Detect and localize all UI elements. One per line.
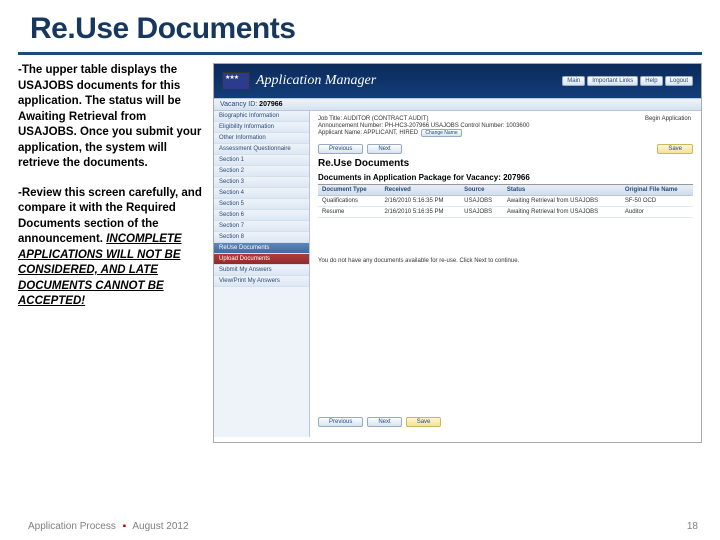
main-area: Job Title: AUDITOR (CONTRACT AUDIT) Begi… bbox=[310, 111, 701, 437]
content-row: -The upper table displays the USAJOBS do… bbox=[0, 63, 720, 443]
nav-section-5[interactable]: Section 5 bbox=[214, 199, 309, 210]
table-row: Resume 2/16/2010 5:16:35 PM USAJOBS Awai… bbox=[318, 207, 693, 218]
pager-bottom: Previous Next Save bbox=[318, 417, 441, 427]
previous-button[interactable]: Previous bbox=[318, 144, 363, 154]
change-name-button[interactable]: Change Name bbox=[421, 129, 461, 137]
applicant-line: Applicant Name: APPLICANT, HIRED Change … bbox=[318, 130, 693, 136]
nav-section-4[interactable]: Section 4 bbox=[214, 188, 309, 199]
save-button[interactable]: Save bbox=[657, 144, 693, 154]
nav-view-print[interactable]: View/Print My Answers bbox=[214, 276, 309, 287]
para-1: -The upper table displays the USAJOBS do… bbox=[18, 63, 203, 172]
th-status: Status bbox=[503, 185, 621, 196]
previous-button-bottom[interactable]: Previous bbox=[318, 417, 363, 427]
slide-title: Re.Use Documents bbox=[0, 0, 720, 52]
cell-status: Awaiting Retrieval from USAJOBS bbox=[503, 207, 621, 218]
docs-heading: Documents in Application Package for Vac… bbox=[318, 173, 693, 182]
app-banner: Application Manager Main Important Links… bbox=[214, 64, 701, 98]
vacancy-bar: Vacancy ID: 207966 bbox=[214, 98, 701, 111]
cell-doctype: Qualifications bbox=[318, 196, 380, 207]
next-button[interactable]: Next bbox=[367, 144, 401, 154]
help-button[interactable]: Help bbox=[640, 76, 662, 86]
application-manager-screenshot: Application Manager Main Important Links… bbox=[213, 63, 702, 443]
nav-section-1[interactable]: Section 1 bbox=[214, 155, 309, 166]
th-filename: Original File Name bbox=[621, 185, 693, 196]
nav-section-3[interactable]: Section 3 bbox=[214, 177, 309, 188]
footer-date: August 2012 bbox=[132, 521, 188, 532]
left-text-column: -The upper table displays the USAJOBS do… bbox=[18, 63, 213, 443]
vacancy-label: Vacancy ID: bbox=[220, 101, 257, 108]
th-doc-type: Document Type bbox=[318, 185, 380, 196]
cell-source: USAJOBS bbox=[460, 207, 503, 218]
vacancy-id: 207966 bbox=[259, 101, 282, 108]
nav-submit-answers[interactable]: Submit My Answers bbox=[214, 265, 309, 276]
applicant-name: Applicant Name: APPLICANT, HIRED bbox=[318, 130, 418, 136]
documents-table: Document Type Received Source Status Ori… bbox=[318, 185, 693, 218]
announcement-line: Announcement Number: PH-HC3-207966 USAJO… bbox=[318, 123, 693, 129]
main-button[interactable]: Main bbox=[562, 76, 585, 86]
footer-process: Application Process bbox=[28, 521, 116, 532]
logout-button[interactable]: Logout bbox=[665, 76, 693, 86]
th-received: Received bbox=[380, 185, 460, 196]
job-title-line: Job Title: AUDITOR (CONTRACT AUDIT) bbox=[318, 116, 693, 122]
nav-eligibility[interactable]: Eligibility Information bbox=[214, 122, 309, 133]
save-button-bottom[interactable]: Save bbox=[406, 417, 442, 427]
page-number: 18 bbox=[687, 521, 698, 532]
nav-reuse-documents[interactable]: ReUse Documents bbox=[214, 243, 309, 254]
cell-doctype: Resume bbox=[318, 207, 380, 218]
cell-received: 2/16/2010 5:16:35 PM bbox=[380, 207, 460, 218]
nav-other[interactable]: Other Information bbox=[214, 133, 309, 144]
side-nav: Biographic Information Eligibility Infor… bbox=[214, 111, 310, 437]
footer-separator-icon: ▪ bbox=[123, 521, 127, 532]
nav-section-6[interactable]: Section 6 bbox=[214, 210, 309, 221]
nav-biographic[interactable]: Biographic Information bbox=[214, 111, 309, 122]
pager-top: Previous Next Save bbox=[318, 144, 693, 154]
title-underline bbox=[18, 52, 702, 55]
banner-buttons: Main Important Links Help Logout bbox=[562, 76, 693, 86]
cell-filename: Auditor bbox=[621, 207, 693, 218]
app-title: Application Manager bbox=[256, 73, 562, 89]
nav-upload-documents[interactable]: Upload Documents bbox=[214, 254, 309, 265]
app-body: Biographic Information Eligibility Infor… bbox=[214, 111, 701, 437]
nav-section-7[interactable]: Section 7 bbox=[214, 221, 309, 232]
section-title: Re.Use Documents bbox=[318, 158, 693, 169]
cell-source: USAJOBS bbox=[460, 196, 503, 207]
reuse-note: You do not have any documents available … bbox=[318, 258, 693, 264]
nav-section-8[interactable]: Section 8 bbox=[214, 232, 309, 243]
slide-footer: Application Process ▪ August 2012 18 bbox=[28, 521, 698, 532]
important-links-button[interactable]: Important Links bbox=[587, 76, 638, 86]
next-button-bottom[interactable]: Next bbox=[367, 417, 401, 427]
flag-icon bbox=[222, 72, 250, 90]
para-2: -Review this screen carefully, and compa… bbox=[18, 186, 203, 310]
begin-application: Begin Application bbox=[645, 116, 691, 122]
cell-status: Awaiting Retrieval from USAJOBS bbox=[503, 196, 621, 207]
cell-received: 2/16/2010 5:16:35 PM bbox=[380, 196, 460, 207]
th-source: Source bbox=[460, 185, 503, 196]
cell-filename: SF-50 OCD bbox=[621, 196, 693, 207]
nav-assessment[interactable]: Assessment Questionnaire bbox=[214, 144, 309, 155]
nav-section-2[interactable]: Section 2 bbox=[214, 166, 309, 177]
table-row: Qualifications 2/16/2010 5:16:35 PM USAJ… bbox=[318, 196, 693, 207]
footer-left: Application Process ▪ August 2012 bbox=[28, 521, 189, 532]
table-header-row: Document Type Received Source Status Ori… bbox=[318, 185, 693, 196]
